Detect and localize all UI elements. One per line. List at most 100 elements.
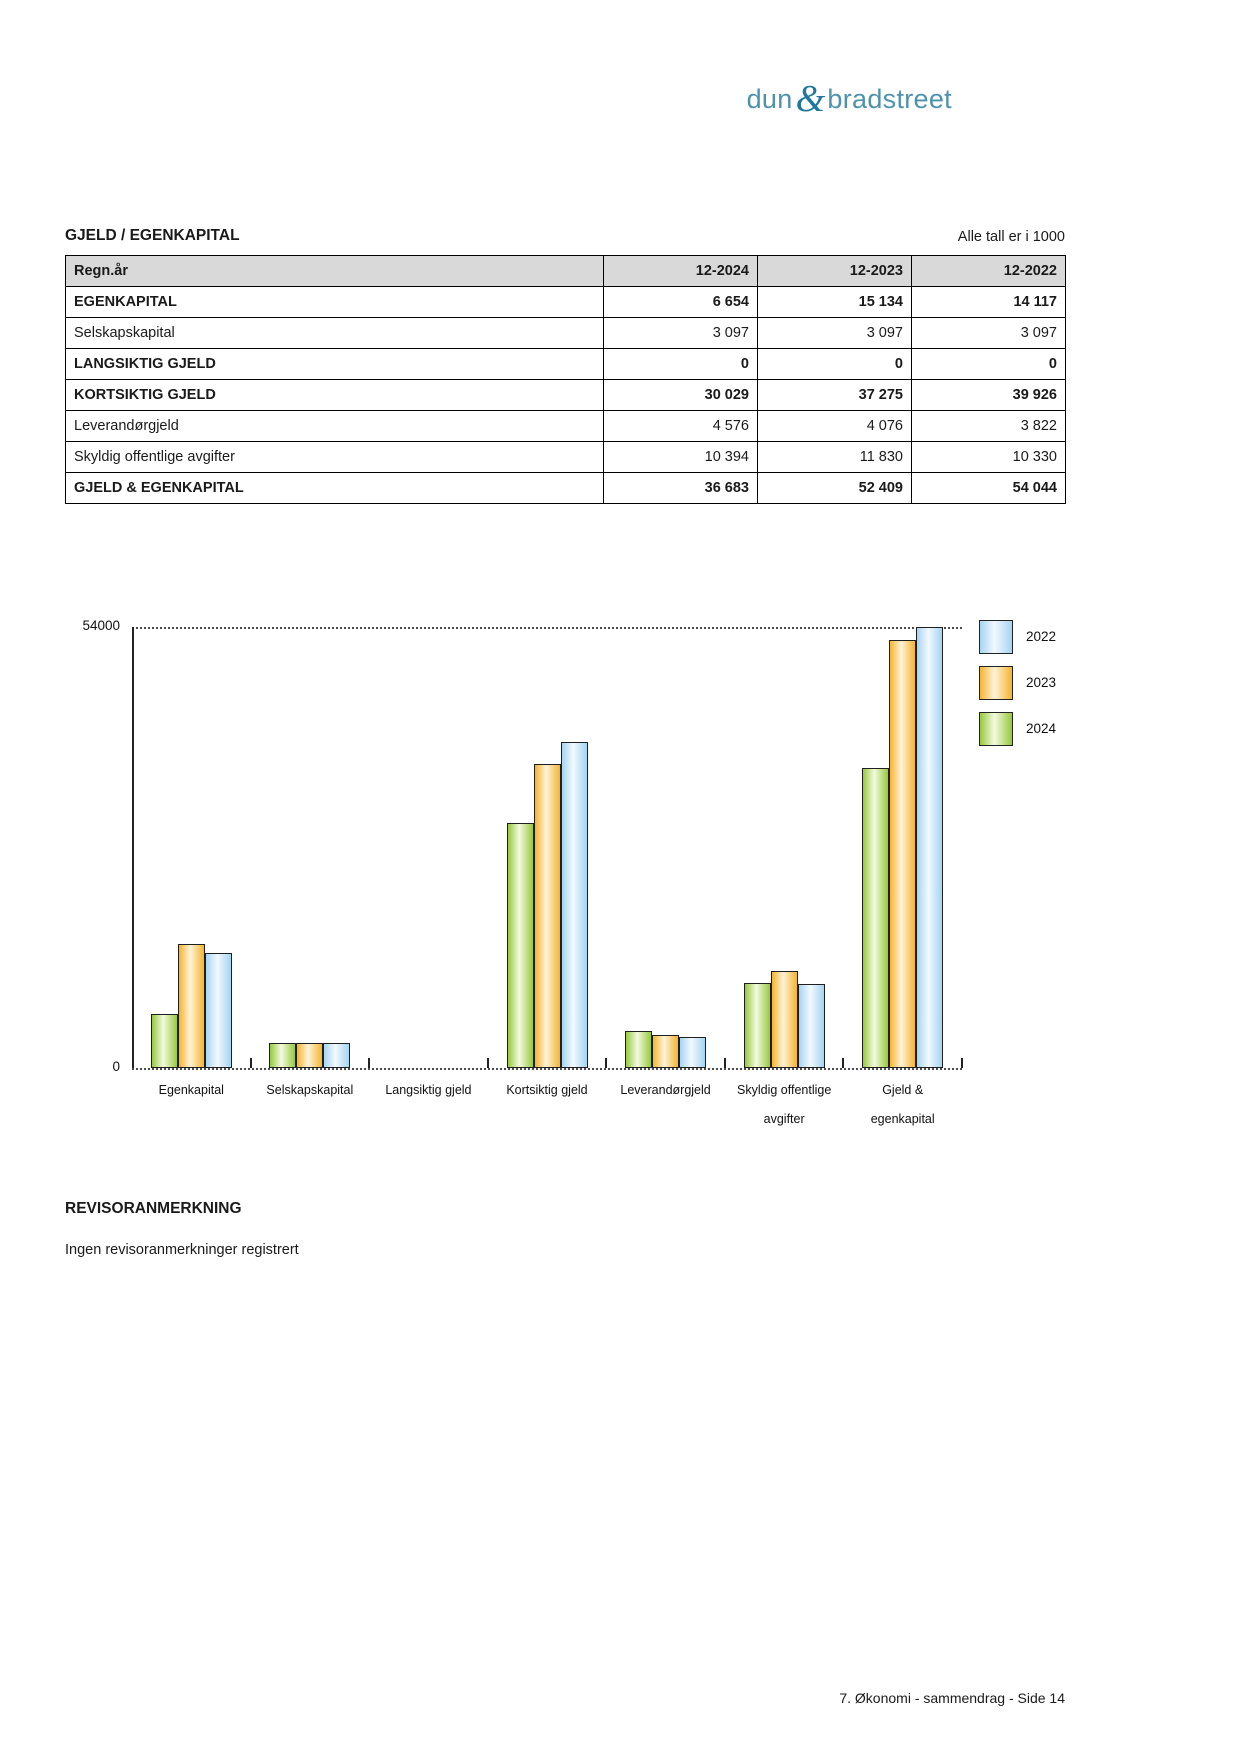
bar-2024 — [743, 983, 771, 1068]
bar-2024 — [269, 1042, 297, 1068]
bar-2024 — [625, 1030, 653, 1068]
bar-2023 — [296, 1042, 324, 1068]
baseline — [132, 1068, 962, 1070]
bar-2023 — [652, 1034, 680, 1068]
ampersand-icon: & — [795, 78, 826, 120]
category-label: Gjeld & egenkapital — [828, 1076, 978, 1134]
legend-label-2024: 2024 — [1026, 721, 1057, 736]
table-header-12-2023: 12-2023 — [757, 255, 912, 287]
logo-dun-text: dun — [746, 84, 793, 114]
x-axis-tick — [249, 1058, 252, 1068]
y-tick-label: 54000 — [82, 618, 120, 633]
category-label-line: Kortsiktig gjeld — [506, 1083, 588, 1097]
row-value: 10 330 — [911, 441, 1066, 473]
auditor-remarks-heading: REVISORANMERKNING — [65, 1200, 242, 1217]
bar-2023 — [177, 944, 205, 1068]
table-row: KORTSIKTIG GJELD 30 029 37 275 39 926 — [65, 379, 1066, 411]
row-value: 30 029 — [603, 379, 758, 411]
auditor-remarks-section: REVISORANMERKNING Ingen revisoranmerknin… — [65, 1200, 1065, 1258]
logo-bradstreet-text: bradstreet — [827, 84, 952, 114]
bar-2023 — [770, 971, 798, 1068]
auditor-remarks-text: Ingen revisoranmerkninger registrert — [65, 1242, 299, 1258]
legend-swatch-2023 — [979, 666, 1013, 700]
row-value: 4 576 — [603, 410, 758, 442]
category-label-line: Skyldig offentlige — [737, 1083, 832, 1097]
bar-2022 — [797, 983, 825, 1068]
balance-bar-chart: 0 54000 Egenkapital Selskapskapital Langsikt… — [0, 550, 1241, 1200]
bar-2024 — [150, 1013, 178, 1068]
row-label: EGENKAPITAL — [65, 286, 604, 318]
legend-label-2023: 2023 — [1026, 675, 1057, 690]
bar-2023 — [533, 763, 561, 1068]
table-row: Selskapskapital 3 097 3 097 3 097 — [65, 317, 1066, 349]
table-header-12-2022: 12-2022 — [911, 255, 1066, 287]
units-note: Alle tall er i 1000 — [957, 229, 1065, 245]
x-axis-tick — [486, 1058, 489, 1068]
bar-2022 — [204, 952, 232, 1068]
x-axis-tick — [605, 1058, 608, 1068]
category-label-line: Gjeld & — [882, 1083, 924, 1097]
table-row: LANGSIKTIG GJELD 0 0 0 — [65, 348, 1066, 380]
row-value: 52 409 — [757, 472, 912, 504]
table-header-12-2024: 12-2024 — [603, 255, 758, 287]
legend-label-2022: 2022 — [1026, 629, 1057, 644]
category-label: Selskapskapital — [235, 1076, 385, 1105]
row-value: 3 097 — [757, 317, 912, 349]
row-value: 0 — [757, 348, 912, 380]
category-label-line: Selskapskapital — [266, 1083, 354, 1097]
category-label-line: Leverandørgjeld — [620, 1083, 711, 1097]
table-header-regnar: Regn.år — [65, 255, 604, 287]
bar-2022 — [679, 1036, 707, 1068]
x-axis-tick — [842, 1058, 845, 1068]
section-title: GJELD / EGENKAPITAL — [65, 227, 240, 244]
row-value: 11 830 — [757, 441, 912, 473]
category-label: Leverandørgjeld — [591, 1076, 741, 1105]
row-label: KORTSIKTIG GJELD — [65, 379, 604, 411]
legend-swatch-2024 — [979, 712, 1013, 746]
category-label-line: egenkapital — [870, 1112, 935, 1126]
table-row: GJELD & EGENKAPITAL 36 683 52 409 54 044 — [65, 472, 1066, 504]
row-label: LANGSIKTIG GJELD — [65, 348, 604, 380]
row-value: 0 — [603, 348, 758, 380]
category-label: Kortsiktig gjeld — [472, 1076, 622, 1105]
row-value: 54 044 — [911, 472, 1066, 504]
row-value: 0 — [911, 348, 1066, 380]
y-tick-label: 0 — [112, 1059, 120, 1074]
bar-2022 — [916, 626, 944, 1068]
row-label: Selskapskapital — [65, 317, 604, 349]
bar-2022 — [560, 741, 588, 1068]
row-value: 3 822 — [911, 410, 1066, 442]
x-axis-tick — [368, 1058, 371, 1068]
table-row: Leverandørgjeld 4 576 4 076 3 822 — [65, 410, 1066, 442]
legend-swatch-2022 — [979, 620, 1013, 654]
section-header: GJELD / EGENKAPITAL Alle tall er i 1000 — [65, 227, 1065, 245]
bar-2024 — [506, 822, 534, 1068]
y-axis — [132, 627, 134, 1068]
x-axis-tick — [961, 1058, 963, 1068]
category-label-line: avgifter — [763, 1112, 805, 1126]
row-value: 14 117 — [911, 286, 1066, 318]
table-header-row: Regn.år 12-2024 12-2023 12-2022 — [65, 255, 1066, 287]
category-label-line: Egenkapital — [158, 1083, 224, 1097]
dnb-logo: dun&bradstreet — [0, 74, 952, 120]
category-label-line: Langsiktig gjeld — [385, 1083, 472, 1097]
bar-2022 — [323, 1042, 351, 1068]
balance-table: Regn.år 12-2024 12-2023 12-2022 EGENKAPI… — [65, 255, 1066, 504]
row-value: 3 097 — [911, 317, 1066, 349]
row-value: 4 076 — [757, 410, 912, 442]
table-row: EGENKAPITAL 6 654 15 134 14 117 — [65, 286, 1066, 318]
category-label: Langsiktig gjeld — [353, 1076, 503, 1105]
row-value: 15 134 — [757, 286, 912, 318]
page-footer: 7. Økonomi - sammendrag - Side 14 — [839, 1690, 1065, 1706]
row-value: 6 654 — [603, 286, 758, 318]
row-label: Skyldig offentlige avgifter — [65, 441, 604, 473]
row-value: 37 275 — [757, 379, 912, 411]
row-label: Leverandørgjeld — [65, 410, 604, 442]
category-label: Egenkapital — [116, 1076, 266, 1105]
reference-line-54000 — [132, 627, 962, 629]
row-value: 36 683 — [603, 472, 758, 504]
category-label: Skyldig offentlige avgifter — [709, 1076, 859, 1134]
table-row: Skyldig offentlige avgifter 10 394 11 830 1… — [65, 441, 1066, 473]
row-value: 3 097 — [603, 317, 758, 349]
